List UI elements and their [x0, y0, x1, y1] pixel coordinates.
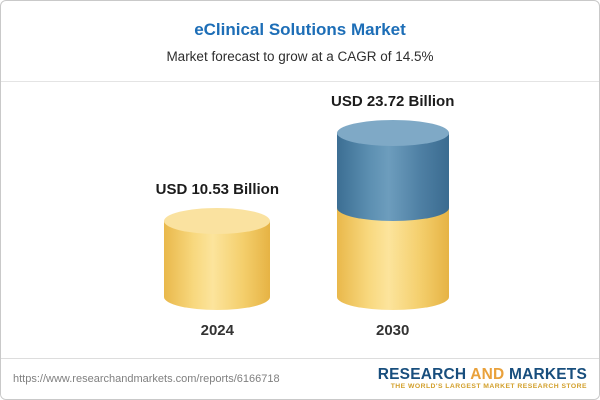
chart-title: eClinical Solutions Market [194, 20, 406, 39]
logo-wordmark: RESEARCH AND MARKETS [378, 367, 587, 383]
bar-group-2024: USD 10.53 Billion 2024 [156, 181, 279, 339]
cylinder-top-2030 [336, 120, 449, 146]
logo-word-research: RESEARCH [377, 365, 467, 383]
cylinder-lower-segment-2030 [336, 208, 449, 310]
cylinder-top-2024 [164, 208, 271, 234]
axis-label-2024: 2024 [200, 322, 234, 339]
report-url-link[interactable]: https://www.researchandmarkets.com/repor… [13, 373, 280, 385]
axis-label-2030: 2030 [376, 322, 410, 339]
cylinder-body-2024 [164, 221, 271, 310]
logo-word-and: AND [470, 365, 505, 383]
bar-2030 [336, 120, 449, 310]
value-label-2030: USD 23.72 Billion [331, 93, 455, 110]
logo-word-markets: MARKETS [508, 365, 587, 383]
logo-tagline: THE WORLD'S LARGEST MARKET RESEARCH STOR… [390, 383, 587, 391]
bar-group-2030: USD 23.72 Billion 2030 [331, 93, 454, 339]
cylinder-upper-segment-2030 [336, 133, 449, 221]
bar-2024 [164, 208, 271, 310]
footer: https://www.researchandmarkets.com/repor… [1, 358, 599, 399]
chart-subtitle: Market forecast to grow at a CAGR of 14.… [166, 49, 434, 64]
research-and-markets-logo: RESEARCH AND MARKETS THE WORLD'S LARGEST… [378, 367, 587, 391]
header: eClinical Solutions Market Market foreca… [1, 1, 599, 82]
bar-chart: USD 10.53 Billion 2024 USD 23.72 Billion… [11, 82, 599, 355]
value-label-2024: USD 10.53 Billion [155, 181, 279, 198]
